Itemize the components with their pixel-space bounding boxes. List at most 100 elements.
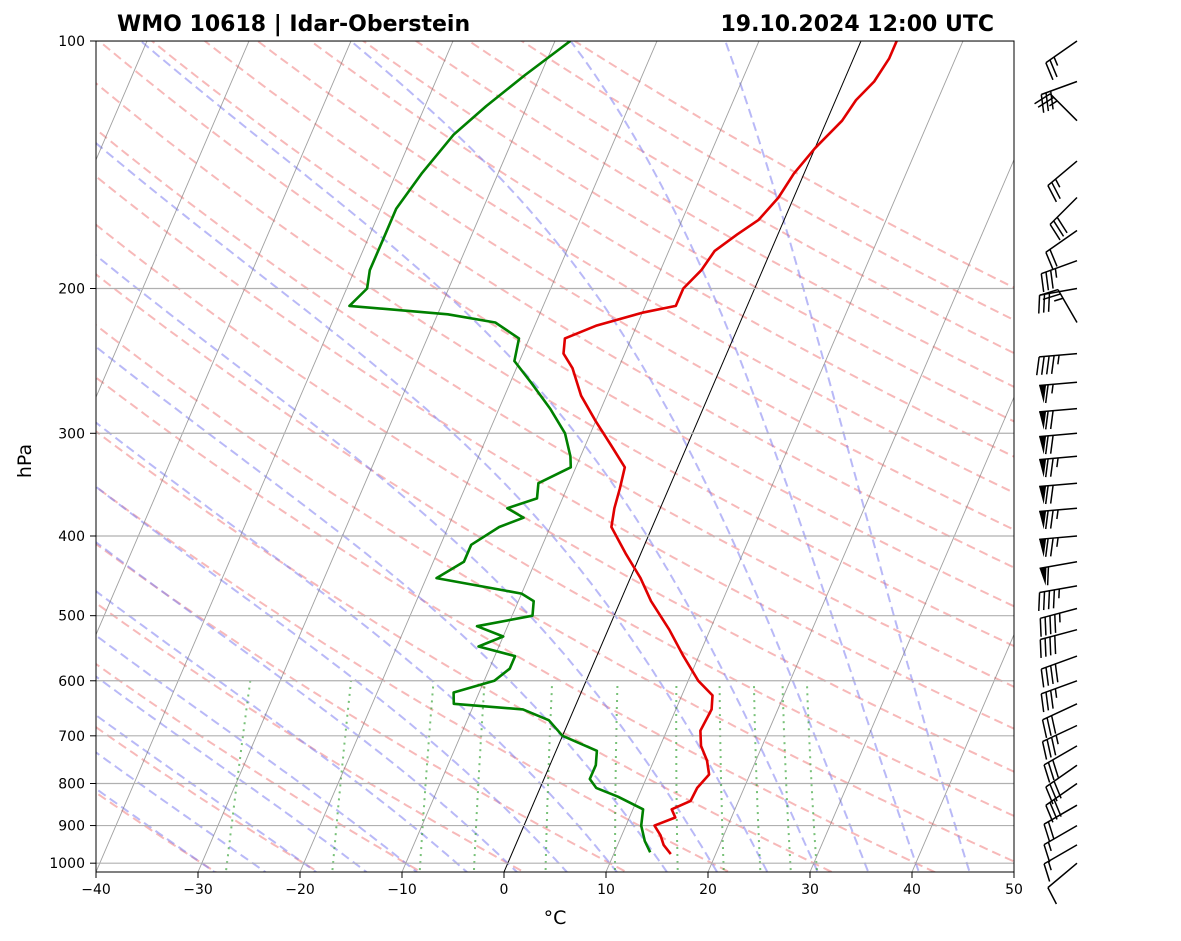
wind-barb-flag [1041,741,1048,760]
x-tick-label: 20 [699,882,717,898]
wind-barb [1039,432,1078,455]
plot-background [96,41,1014,872]
dry-adiabat [96,223,1014,773]
x-tick-label: −10 [387,882,417,898]
wind-barb [1045,764,1078,805]
wind-barb-shaft [1039,381,1078,387]
wind-barb-half-flag [1054,268,1058,278]
wind-barb-half-flag [1055,735,1059,745]
wind-barb [1039,482,1078,505]
wind-barb-flag [1049,270,1054,289]
wind-barb-flag [1049,249,1058,267]
wind-barb-pennant [1039,510,1047,530]
wind-barb-shaft [1047,160,1078,187]
wind-barb-flag [1046,566,1050,586]
wind-barb-flag [1045,355,1050,375]
wind-barb-shaft [1041,680,1078,695]
wind-barb [1039,561,1078,586]
isotherm [96,41,454,872]
isotherm [197,41,556,872]
wind-barb-flag [1049,690,1054,709]
wind-barb-flag [1043,764,1051,783]
wind-barb-half-flag [1056,537,1059,547]
wind-barb [1039,628,1078,658]
wind-barb-flag [1044,617,1047,636]
wind-barb-flag [1044,510,1049,530]
wind-barb-flag [1047,185,1058,203]
isotherm [299,41,658,872]
x-axis-label: °C [544,907,567,929]
dry-adiabat [150,41,1014,569]
wind-barb-flag [1051,181,1061,200]
y-tick-label: 600 [58,674,85,690]
wind-barb-flag [1049,510,1054,529]
wind-barb-half-flag [1051,384,1054,394]
x-tick-label: −40 [81,882,111,898]
wind-barb [1043,844,1078,882]
wind-barb-pennant [1039,411,1047,430]
wind-barb-flag [1045,691,1050,711]
wind-barb-flag [1054,663,1059,683]
plot-profiles [348,41,898,855]
wind-barb [1038,585,1078,611]
wind-barb-flag [1049,59,1058,78]
x-tick-label: 30 [801,882,819,898]
moist-adiabat [96,675,369,872]
wind-barb-shaft [1045,782,1078,806]
y-tick-label: 200 [58,282,85,298]
wind-barb-shaft [1049,93,1078,122]
wind-barb-flag [1046,739,1052,758]
wind-barb-flag [1044,638,1047,657]
moist-adiabat [724,41,971,872]
wind-barb-shaft [1057,289,1078,323]
isotherm [605,41,964,872]
isotherm [401,41,760,872]
wind-barb-flag [1044,458,1049,478]
wind-barb [1040,259,1078,293]
wind-barb-flag [1052,759,1060,778]
dry-adiabat [96,376,937,872]
dry-adiabat [96,175,1014,730]
wind-barb-shaft [1043,844,1078,865]
wind-barb-shaft [1039,455,1078,461]
wind-barb-pennant [1039,436,1047,455]
dry-adiabat [97,41,1014,608]
wind-barb-flag [1044,538,1049,557]
wind-barb-flag [1052,589,1056,609]
wind-barb-flag [1039,639,1042,658]
wind-barb-shaft [1041,259,1078,275]
wind-barb-flag [1049,615,1052,635]
wind-barb [1034,93,1078,122]
temperature-profile [562,41,898,855]
wind-barb-shaft [1041,655,1078,670]
dry-adiabat [203,41,1014,531]
wind-barb-shaft [1039,432,1078,438]
wind-barb-half-flag [1057,355,1060,365]
isotherm [96,41,352,636]
y-tick-label: 300 [58,426,85,442]
wind-barb-flag [1049,458,1054,477]
wind-barb-half-flag [1058,588,1061,599]
dry-adiabat [96,273,1014,818]
moist-adiabat [96,485,569,872]
wind-barb-flag [1043,844,1051,863]
mixing-ratio-line [331,680,352,872]
wind-barb-shaft [1040,628,1078,641]
y-tick-label: 1000 [49,856,85,872]
wind-barb-flag [1045,667,1050,686]
wind-barb-flag [1049,435,1054,454]
dry-adiabat [96,323,1014,863]
y-tick-label: 800 [58,777,85,793]
wind-barb-flag [1049,636,1052,656]
wind-barb-shaft [1043,745,1078,766]
wind-barb-flag [1049,665,1054,685]
wind-barb-flag [1049,223,1061,241]
wind-barb-flag [1038,592,1041,611]
isotherm [96,41,148,161]
moist-adiabat [96,787,217,872]
wind-barb [1041,703,1078,739]
wind-barb [1039,381,1078,404]
wind-barb-pennant [1039,384,1047,404]
wind-barb-shaft [1042,703,1078,721]
wind-barb-flag [1045,252,1054,270]
